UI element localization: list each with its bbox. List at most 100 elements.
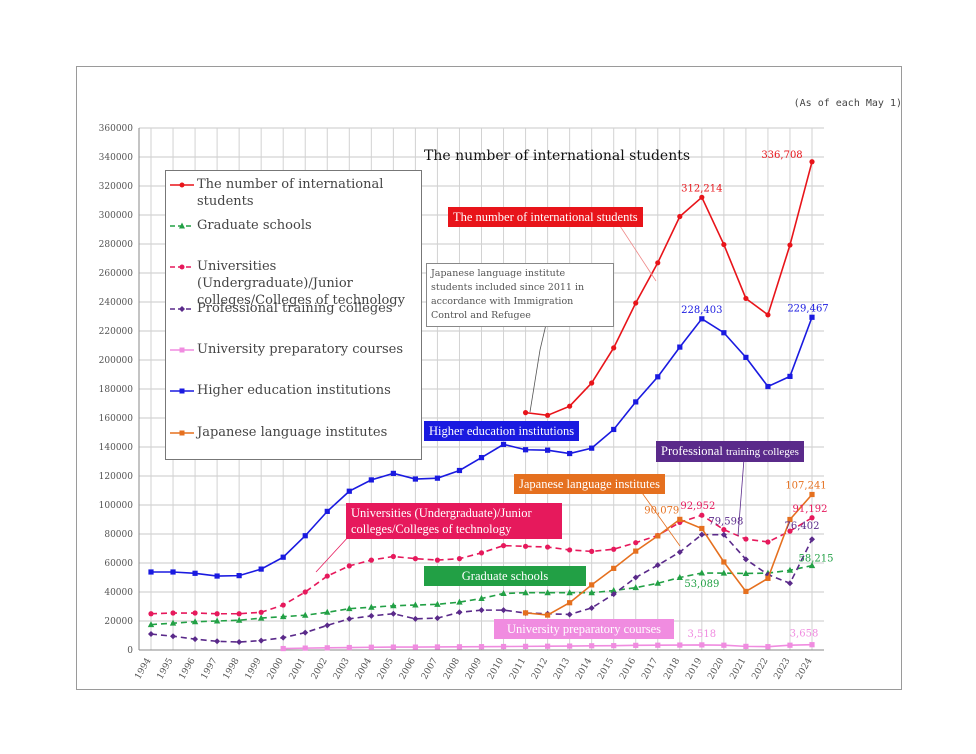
point-grad xyxy=(742,569,750,576)
y-tick-label: 140000 xyxy=(99,443,134,453)
point-prep xyxy=(280,645,286,652)
point-higher xyxy=(721,330,727,336)
x-tick-label: 2008 xyxy=(442,656,462,681)
chart-title: The number of international students xyxy=(424,148,691,164)
point-prof xyxy=(786,580,793,587)
point-prep xyxy=(456,644,463,650)
y-tick-label: 160000 xyxy=(99,414,134,424)
x-tick-label: 2011 xyxy=(508,657,528,682)
point-univ xyxy=(545,544,551,550)
point-higher xyxy=(390,470,396,476)
point-prep xyxy=(655,642,661,648)
point-prep xyxy=(500,643,507,650)
y-tick-label: 260000 xyxy=(99,269,134,279)
point-prep xyxy=(324,645,330,651)
point-univ xyxy=(324,573,330,579)
point-higher xyxy=(192,570,198,576)
tag-univ-a: Universities (Undergraduate)/Junior xyxy=(351,506,532,520)
point-prep xyxy=(765,644,771,650)
point-grad xyxy=(544,589,551,596)
point-total xyxy=(743,295,749,302)
point-total xyxy=(699,194,705,200)
legend-label: Japanese language institutes xyxy=(197,425,388,440)
point-total xyxy=(567,403,573,409)
point-univ xyxy=(743,536,749,542)
point-jlang xyxy=(743,588,749,595)
x-tick-label: 2002 xyxy=(310,657,330,682)
point-prof xyxy=(412,615,419,622)
point-prep xyxy=(302,645,308,651)
point-grad xyxy=(412,601,419,608)
data-label: 107,241 xyxy=(785,481,826,492)
point-higher xyxy=(148,569,154,575)
tag-prof-a: Professional xyxy=(661,444,726,458)
point-jlang xyxy=(522,610,529,616)
tag-univ-b: colleges/Colleges of technology xyxy=(351,522,512,536)
point-total xyxy=(545,412,551,418)
point-grad xyxy=(147,621,155,628)
point-higher xyxy=(280,554,286,560)
x-tick-label: 2021 xyxy=(728,657,748,682)
point-higher xyxy=(677,344,683,350)
point-grad xyxy=(566,589,573,596)
point-univ xyxy=(699,512,705,518)
point-grad xyxy=(500,589,507,596)
point-univ xyxy=(170,610,176,616)
point-univ xyxy=(522,543,529,549)
point-prof xyxy=(170,633,177,640)
point-prof xyxy=(698,531,705,538)
point-jlang xyxy=(545,612,551,618)
data-label: 229,467 xyxy=(787,303,828,314)
point-prof xyxy=(258,637,265,644)
data-label: 91,192 xyxy=(793,504,828,515)
point-higher xyxy=(522,447,529,453)
point-grad xyxy=(302,611,309,618)
x-tick-label: 2023 xyxy=(772,656,792,681)
tag-grad: Graduate schools xyxy=(424,566,586,586)
legend-label: Higher education institutions xyxy=(197,383,391,398)
x-tick-label: 2022 xyxy=(750,657,770,682)
y-tick-label: 200000 xyxy=(99,356,134,366)
point-univ xyxy=(148,611,154,617)
point-prof xyxy=(588,604,595,611)
x-tick-label: 2009 xyxy=(464,656,484,681)
point-total xyxy=(721,241,727,248)
series-line-jlang xyxy=(525,493,813,616)
point-total xyxy=(655,260,661,266)
y-tick-label: 60000 xyxy=(104,559,133,569)
y-tick-label: 20000 xyxy=(104,617,133,627)
point-grad xyxy=(654,579,661,586)
point-prof xyxy=(192,636,199,643)
point-grad xyxy=(676,574,683,580)
y-tick-label: 360000 xyxy=(99,124,134,134)
point-higher xyxy=(633,399,639,405)
point-univ xyxy=(809,515,815,521)
x-tick-label: 2017 xyxy=(640,656,660,681)
point-higher xyxy=(567,450,573,457)
point-higher xyxy=(809,314,815,320)
x-tick-label: 2005 xyxy=(376,656,396,681)
y-tick-label: 80000 xyxy=(104,530,133,540)
x-tick-label: 2018 xyxy=(662,656,682,681)
legend: The number of international students Gra… xyxy=(165,170,422,460)
point-prof xyxy=(809,536,815,543)
y-tick-label: 280000 xyxy=(99,240,134,250)
point-higher xyxy=(765,383,771,390)
legend-label: University preparatory courses xyxy=(197,342,404,357)
x-tick-label: 2007 xyxy=(420,656,440,681)
x-tick-label: 1998 xyxy=(222,656,242,681)
leader-total xyxy=(619,225,657,282)
point-prep xyxy=(346,644,352,651)
leader-callout xyxy=(529,315,549,413)
x-tick-label: 2001 xyxy=(288,657,308,682)
point-prof xyxy=(720,531,727,538)
point-grad xyxy=(434,600,441,607)
point-prep xyxy=(412,644,418,650)
y-tick-label: 180000 xyxy=(99,385,134,395)
x-tick-label: 2000 xyxy=(266,656,286,681)
point-prof xyxy=(324,622,331,629)
point-total xyxy=(633,300,639,306)
point-jlang xyxy=(699,525,705,532)
point-prof xyxy=(390,610,397,617)
